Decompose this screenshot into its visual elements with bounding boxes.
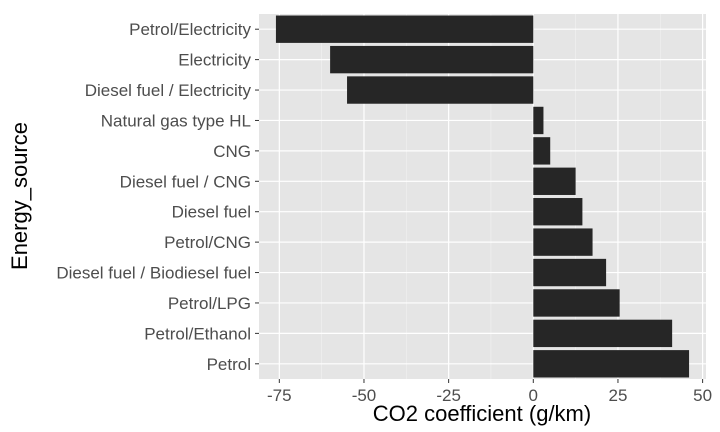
y-tick-label: Petrol/Ethanol: [144, 324, 251, 343]
x-axis-title: CO2 coefficient (g/km): [373, 401, 591, 426]
bar: [347, 76, 534, 104]
x-tick-label: 0: [529, 386, 538, 405]
bar: [275, 15, 534, 43]
bar: [330, 45, 534, 74]
x-tick-label: 50: [693, 386, 712, 405]
x-tick-label: -75: [267, 386, 292, 405]
x-tick-label: -25: [436, 386, 461, 405]
y-tick-label: Diesel fuel / Biodiesel fuel: [56, 264, 251, 283]
y-tick-label: Diesel fuel / Electricity: [85, 81, 252, 100]
y-tick-label: Diesel fuel: [172, 203, 251, 222]
y-axis-title: Energy_source: [7, 122, 32, 270]
bar: [533, 137, 551, 165]
bar: [533, 198, 583, 226]
plot-panel: [259, 14, 706, 379]
bar: [533, 319, 673, 348]
y-tick-label: Petrol/Electricity: [129, 20, 251, 39]
x-tick-label: -50: [352, 386, 377, 405]
y-tick-label: Electricity: [178, 51, 251, 70]
bar: [533, 167, 576, 195]
y-tick-label: CNG: [213, 142, 251, 161]
minor-gridlines: [321, 14, 661, 379]
bar: [533, 289, 620, 317]
bars: [275, 15, 690, 378]
x-tick-label: 25: [608, 386, 627, 405]
y-tick-label: Petrol: [207, 355, 251, 374]
bar: [533, 350, 690, 378]
x-axis-ticks: -75 -50 -25 0 25 50: [267, 379, 712, 405]
bar: [533, 106, 544, 135]
major-gridlines: [259, 14, 706, 379]
y-tick-label: Petrol/CNG: [164, 233, 251, 252]
y-tick-label: Natural gas type HL: [101, 111, 251, 130]
y-axis-ticks: Petrol/Electricity Electricity Diesel fuel…: [56, 20, 259, 374]
bar: [533, 228, 593, 256]
y-tick-label: Petrol/LPG: [168, 294, 251, 313]
bar: [533, 258, 607, 287]
y-tick-label: Diesel fuel / CNG: [120, 172, 251, 191]
